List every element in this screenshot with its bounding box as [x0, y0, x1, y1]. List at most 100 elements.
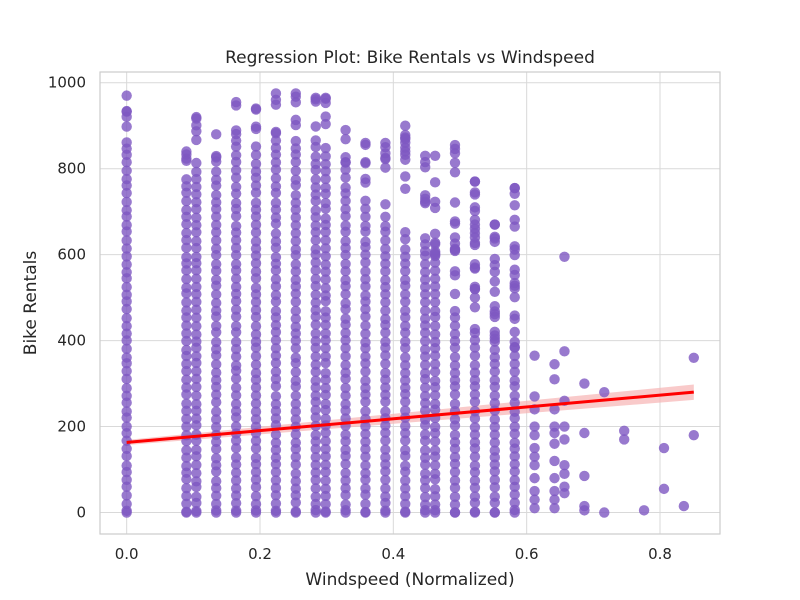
data-point: [380, 483, 391, 494]
data-point: [509, 390, 520, 401]
data-point: [230, 258, 242, 270]
data-point: [559, 434, 570, 445]
data-point: [549, 427, 560, 439]
data-point: [211, 359, 222, 370]
data-point: [469, 482, 481, 493]
data-point: [181, 335, 192, 347]
data-point: [310, 366, 321, 378]
data-point: [449, 367, 461, 379]
data-point: [191, 134, 202, 146]
data-point: [489, 366, 500, 377]
data-point: [121, 328, 132, 339]
data-point: [420, 351, 431, 362]
data-point: [429, 398, 441, 410]
data-point: [270, 236, 282, 247]
data-point: [579, 427, 590, 439]
data-point: [429, 491, 441, 502]
data-point: [310, 359, 321, 370]
data-point: [211, 243, 222, 254]
data-point: [549, 503, 560, 514]
data-point: [449, 157, 461, 168]
data-point: [469, 283, 481, 295]
data-point: [400, 244, 411, 255]
data-point: [191, 444, 202, 456]
data-point: [449, 414, 461, 425]
data-point: [549, 455, 560, 467]
data-point: [290, 375, 301, 386]
data-point: [529, 503, 540, 514]
data-point: [489, 474, 500, 486]
data-point: [509, 497, 520, 508]
data-point: [310, 451, 321, 463]
data-point: [211, 344, 222, 355]
data-point: [469, 219, 481, 230]
data-point: [449, 288, 461, 300]
data-point: [380, 427, 391, 439]
data-point: [290, 114, 301, 126]
data-point: [290, 352, 301, 363]
data-point: [380, 289, 391, 300]
data-point: [270, 305, 282, 317]
data-point: [121, 343, 132, 355]
y-axis-ticks: 0 200 400 600 800 1000: [48, 74, 86, 522]
data-point: [509, 326, 520, 338]
data-point: [529, 442, 540, 454]
data-point: [290, 497, 301, 508]
data-point: [121, 460, 132, 471]
data-point: [290, 437, 301, 448]
data-point: [400, 444, 411, 456]
data-point: [250, 282, 262, 294]
data-point: [270, 391, 282, 402]
data-point: [310, 297, 321, 308]
data-point: [429, 390, 441, 401]
data-point: [250, 491, 262, 502]
data-point: [400, 396, 411, 407]
y-tick-label: 0: [76, 504, 86, 522]
data-point: [380, 243, 391, 255]
data-point: [270, 429, 282, 440]
data-point: [559, 460, 570, 471]
data-point: [340, 235, 351, 247]
data-point: [290, 156, 301, 168]
data-point: [360, 274, 371, 285]
data-point: [230, 467, 242, 478]
data-point: [320, 213, 331, 224]
data-point: [121, 219, 132, 231]
data-point: [429, 177, 441, 188]
data-point: [181, 251, 192, 263]
data-point: [211, 421, 222, 433]
data-point: [340, 195, 351, 207]
data-point: [360, 468, 371, 479]
data-point: [250, 481, 262, 493]
data-point: [509, 292, 520, 303]
data-point: [250, 398, 262, 409]
data-point: [599, 507, 610, 518]
data-point: [420, 246, 431, 257]
data-point: [380, 389, 391, 401]
data-point: [429, 281, 441, 292]
data-point: [380, 474, 391, 485]
data-point: [270, 437, 282, 448]
data-point: [340, 458, 351, 470]
data-point: [191, 281, 202, 293]
data-point: [290, 305, 301, 317]
data-point: [529, 350, 540, 361]
data-point: [181, 365, 192, 377]
data-point: [181, 498, 192, 509]
data-point: [469, 507, 481, 518]
data-point: [400, 171, 411, 182]
data-point: [380, 220, 391, 232]
data-point: [340, 398, 351, 410]
data-point: [191, 459, 202, 471]
data-point: [191, 166, 202, 178]
data-point: [310, 498, 321, 510]
data-point: [121, 205, 132, 216]
data-point: [181, 297, 192, 308]
data-point: [230, 390, 242, 401]
data-point: [191, 468, 202, 479]
data-point: [211, 389, 222, 400]
data-point: [211, 336, 222, 348]
data-point: [230, 475, 242, 486]
data-point: [230, 443, 242, 454]
data-point: [270, 135, 282, 146]
